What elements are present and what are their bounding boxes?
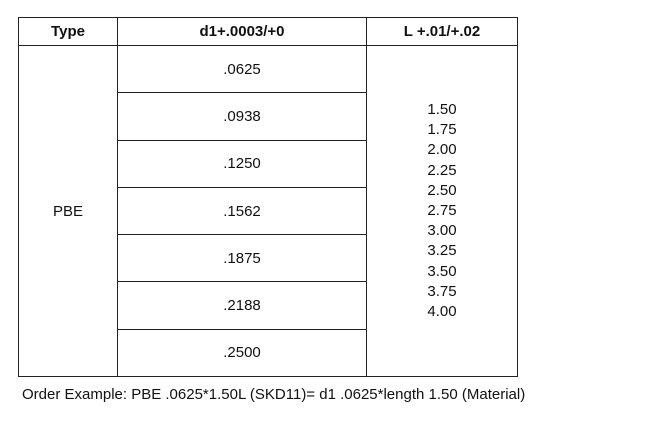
length-value: 4.00 <box>427 302 457 320</box>
d1-cell: .1250 <box>117 139 367 188</box>
length-value: 2.25 <box>427 161 457 179</box>
length-value: 2.00 <box>427 141 457 159</box>
order-example: Order Example: PBE .0625*1.50L (SKD11)= … <box>22 386 526 403</box>
d1-cell: .2188 <box>117 281 367 330</box>
d1-cell: .0938 <box>117 92 367 141</box>
table-row: .2188 <box>19 281 518 330</box>
length-value: 1.50 <box>427 100 457 118</box>
length-value: 3.75 <box>427 282 457 300</box>
length-cell: 1.50 1.75 2.00 2.25 2.50 2.75 3.00 3.25 3.50 3.75… <box>366 44 518 378</box>
d1-cell: .2500 <box>117 328 367 378</box>
length-value: 1.75 <box>427 121 457 139</box>
header-cell: Type <box>18 17 118 46</box>
length-value: 3.50 <box>427 262 457 280</box>
header-row: Type d1+.0003/+0 L +.01/+.02 <box>18 17 518 46</box>
table-row: .2500 <box>19 328 518 378</box>
length-value: 2.50 <box>427 181 457 199</box>
spec-table: Type d1+.0003/+0 L +.01/+.02 PBE .0625 1.5… <box>18 17 518 378</box>
table-row: PBE .0625 1.50 1.75 2.00 2.25 2.50 2.75 3.00 3.25… <box>18 44 518 378</box>
header-cell: d1+.0003/+0 <box>117 17 367 46</box>
header-cell: L +.01/+.02 <box>366 17 518 46</box>
d1-cell: .1562 <box>117 186 367 236</box>
table-body: PBE .0625 1.50 1.75 2.00 2.25 2.50 2.75 3.00 3.25… <box>18 44 518 378</box>
table-row: .1250 <box>19 139 518 188</box>
table-row: .0938 <box>19 92 518 141</box>
length-value: 3.00 <box>427 222 457 240</box>
type-cell: PBE <box>18 44 118 378</box>
table-row: .1875 <box>19 234 518 283</box>
length-value: 3.25 <box>427 242 457 260</box>
d1-cell: .1875 <box>117 234 367 283</box>
d1-cell: .0625 <box>117 44 367 94</box>
length-value: 2.75 <box>427 201 457 219</box>
